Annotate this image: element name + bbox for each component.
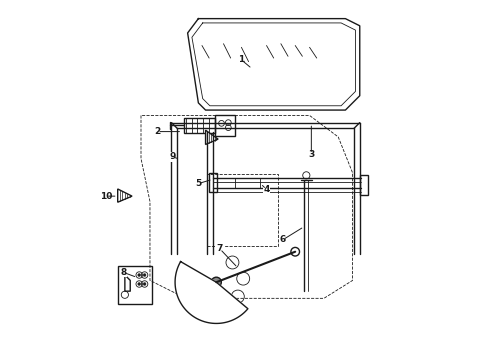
Text: 2: 2: [154, 127, 160, 136]
Circle shape: [143, 283, 146, 285]
Text: 3: 3: [308, 150, 315, 159]
Circle shape: [138, 274, 141, 276]
Text: 4: 4: [263, 185, 270, 194]
Text: 8: 8: [121, 268, 127, 277]
Circle shape: [211, 277, 221, 287]
Polygon shape: [205, 130, 218, 144]
Polygon shape: [175, 262, 248, 323]
Text: 7: 7: [217, 244, 223, 253]
Text: 1: 1: [238, 55, 245, 64]
Bar: [184, 118, 215, 133]
Circle shape: [143, 274, 146, 276]
Text: 9: 9: [169, 152, 175, 161]
Circle shape: [138, 283, 141, 285]
Text: 5: 5: [195, 179, 201, 188]
Bar: [207, 174, 278, 246]
Polygon shape: [188, 19, 360, 110]
Bar: [210, 173, 218, 192]
Polygon shape: [118, 189, 132, 202]
Bar: [361, 175, 368, 194]
Bar: [118, 266, 152, 304]
Text: 10: 10: [99, 192, 112, 201]
Text: 6: 6: [279, 235, 286, 244]
Bar: [215, 116, 235, 135]
